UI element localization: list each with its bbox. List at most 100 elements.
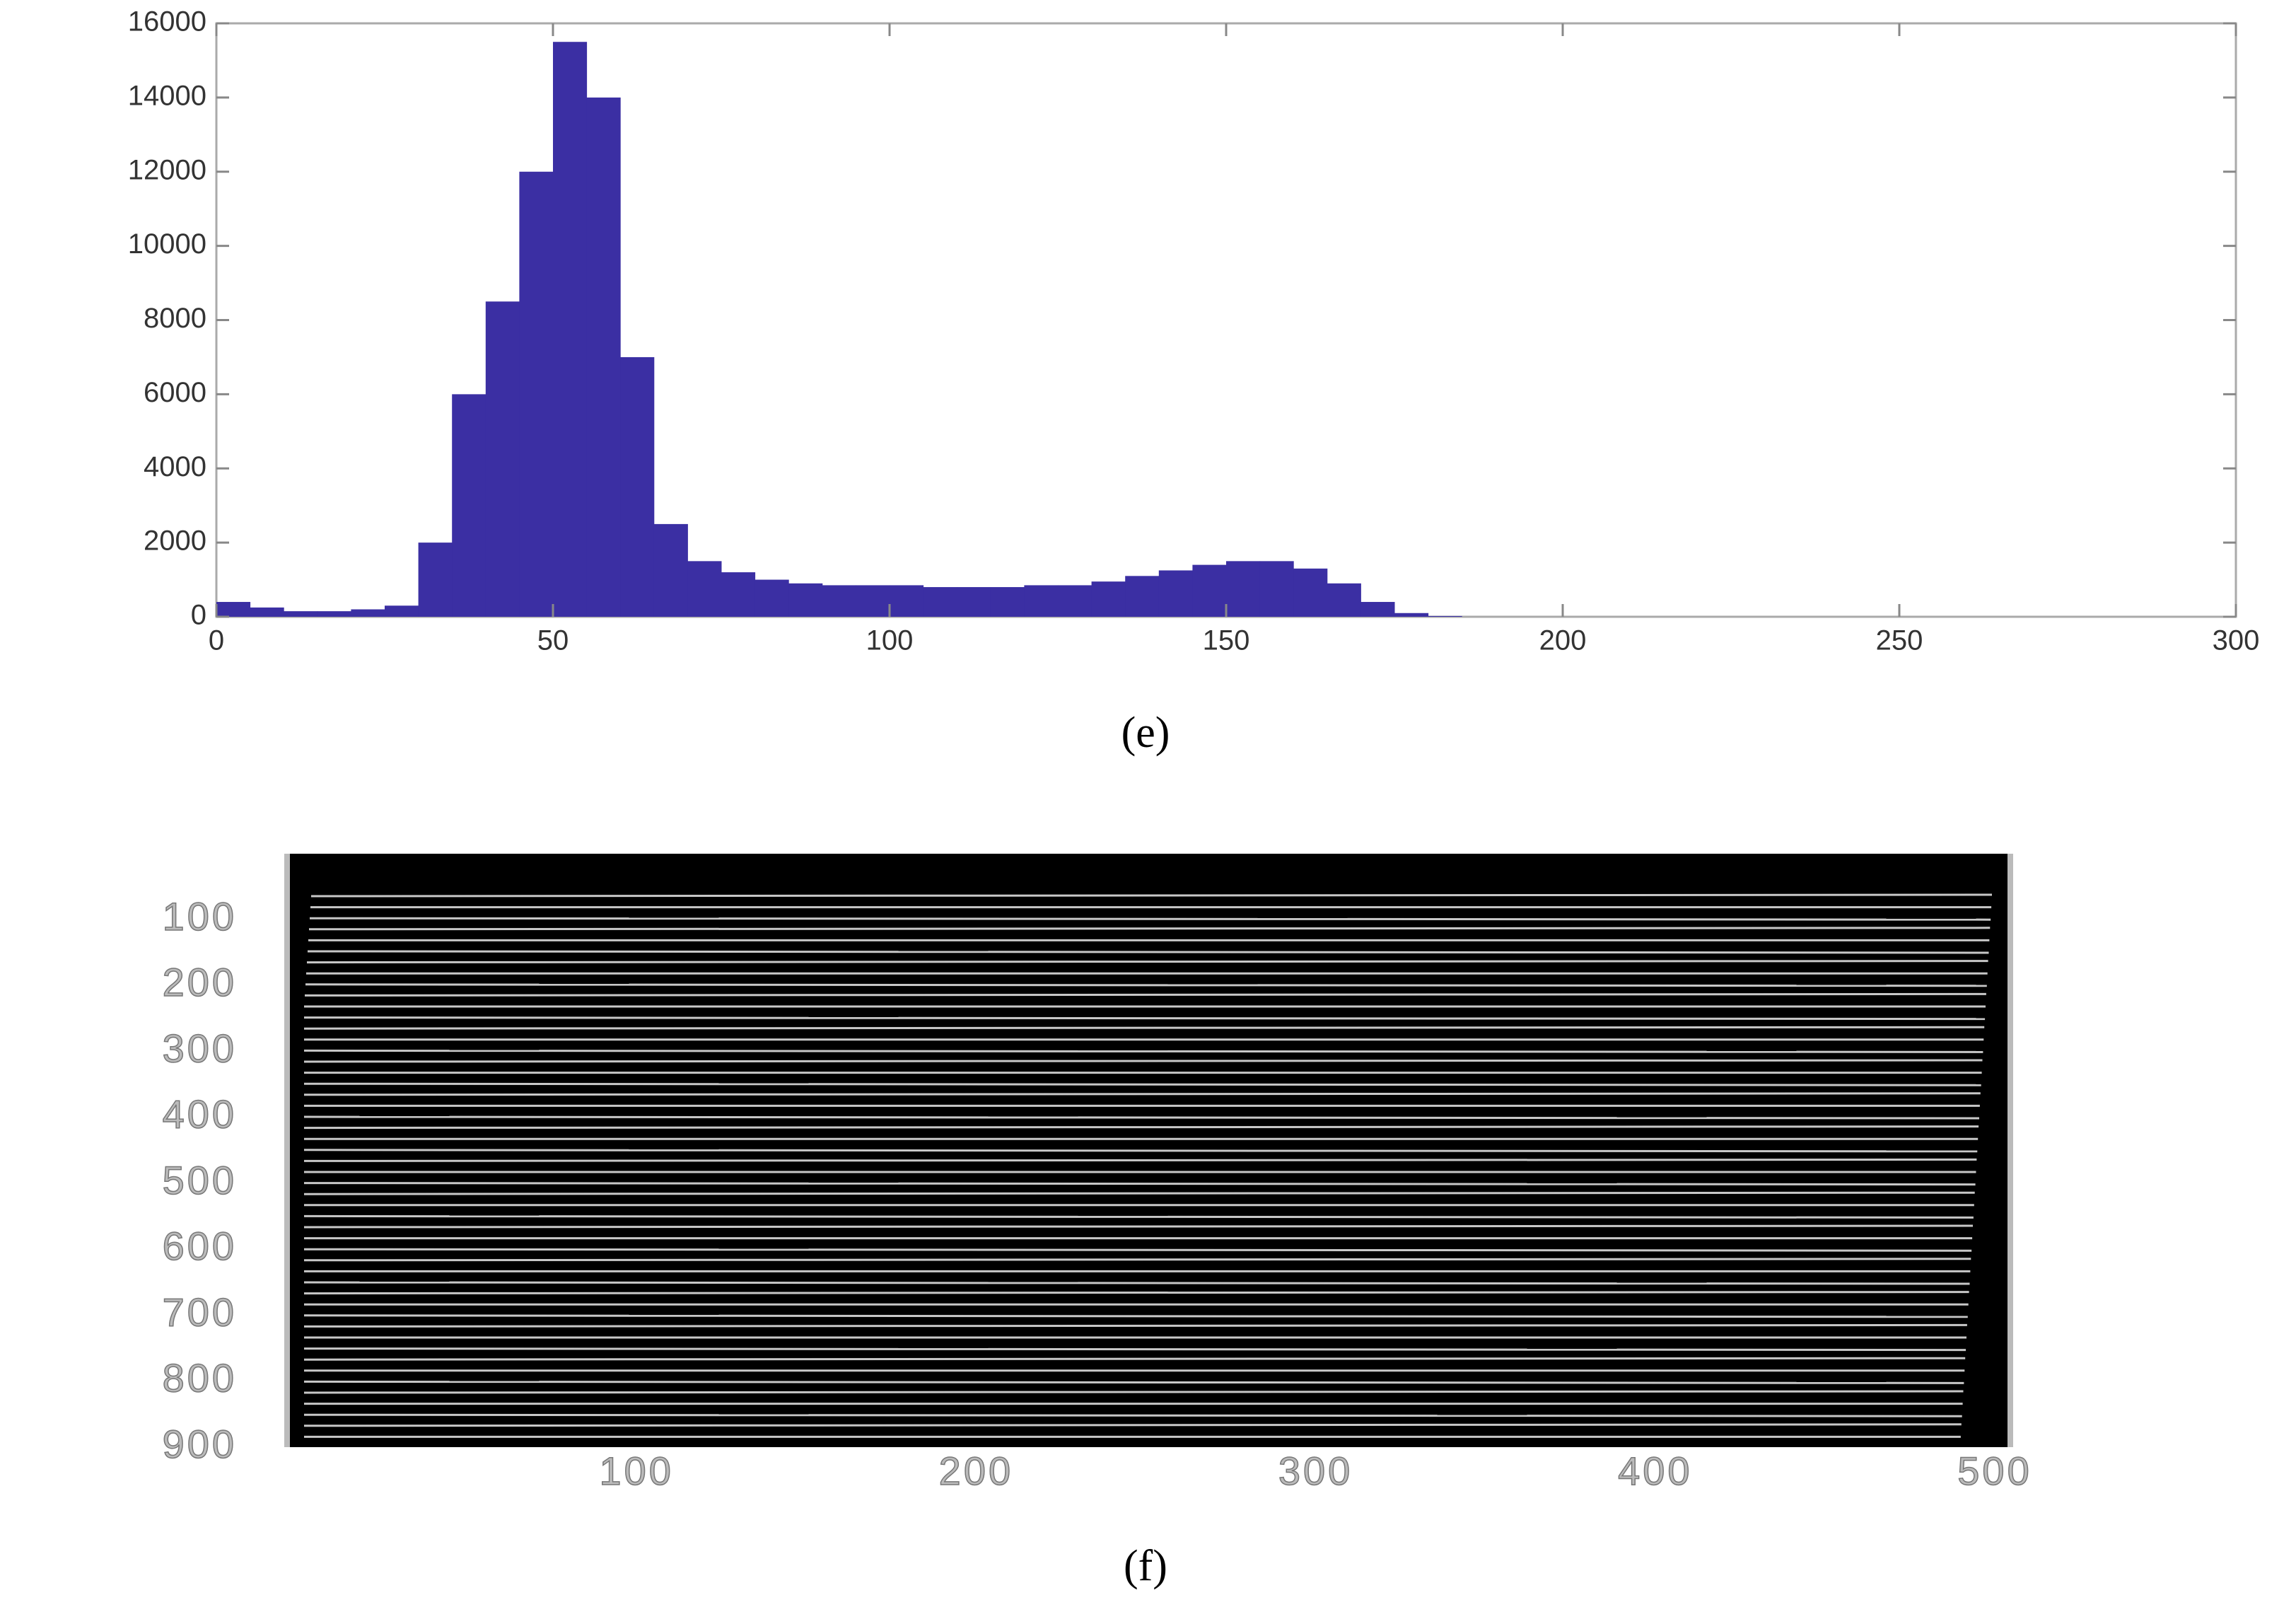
stripe bbox=[303, 1423, 1962, 1427]
bar bbox=[519, 171, 554, 617]
stripe bbox=[303, 1092, 1981, 1096]
bar bbox=[620, 356, 655, 617]
bar bbox=[216, 602, 251, 617]
bar bbox=[957, 587, 991, 617]
stripe bbox=[310, 893, 1993, 898]
y-tick-label: 4000 bbox=[144, 451, 206, 482]
y-tick-label: 800 bbox=[163, 1356, 237, 1400]
stripe bbox=[309, 917, 1991, 921]
bar bbox=[452, 394, 486, 617]
bar bbox=[1024, 585, 1059, 617]
bar bbox=[1327, 583, 1361, 617]
stripe bbox=[305, 983, 1987, 987]
y-tick-label: 2000 bbox=[144, 526, 206, 557]
bar bbox=[822, 585, 856, 617]
bar bbox=[317, 611, 351, 617]
stripe bbox=[304, 992, 1986, 997]
bar bbox=[250, 607, 284, 617]
x-tick-label: 100 bbox=[599, 1449, 673, 1493]
x-tick-label: 500 bbox=[1957, 1449, 2032, 1493]
bar bbox=[754, 579, 789, 617]
stripe bbox=[303, 1158, 1977, 1162]
stripe bbox=[303, 1390, 1964, 1394]
stripe bbox=[303, 1026, 1985, 1030]
bar bbox=[284, 611, 318, 617]
stripe bbox=[303, 1314, 1968, 1318]
bar bbox=[385, 605, 419, 617]
bar bbox=[890, 585, 924, 617]
stripe bbox=[303, 1191, 1975, 1195]
stripe bbox=[303, 1149, 1978, 1153]
stripe bbox=[308, 927, 1991, 931]
x-tick-label: 200 bbox=[1539, 625, 1587, 656]
bar bbox=[856, 585, 890, 617]
bar bbox=[1259, 561, 1294, 617]
stripe bbox=[303, 1281, 1970, 1285]
stripe bbox=[303, 1016, 1986, 1021]
y-tick-label: 300 bbox=[163, 1026, 237, 1070]
bar bbox=[351, 609, 385, 617]
x-tick-label: 100 bbox=[866, 625, 914, 656]
bar bbox=[1394, 613, 1429, 617]
stripe bbox=[303, 1125, 1979, 1130]
bar bbox=[485, 301, 520, 617]
y-tick-label: 12000 bbox=[128, 154, 206, 185]
x-tick-label: 250 bbox=[1876, 625, 1923, 656]
bar bbox=[1226, 561, 1261, 617]
y-tick-label: 10000 bbox=[128, 228, 206, 260]
stripe bbox=[303, 1182, 1976, 1186]
x-tick-label: 150 bbox=[1203, 625, 1250, 656]
y-tick-label: 6000 bbox=[144, 377, 206, 408]
bar bbox=[687, 561, 722, 617]
stripe bbox=[303, 1214, 1974, 1219]
y-tick-label: 200 bbox=[163, 960, 237, 1004]
stripe bbox=[303, 1413, 1962, 1417]
bar bbox=[1293, 568, 1328, 617]
y-tick-label: 14000 bbox=[128, 80, 206, 111]
stripe bbox=[303, 1059, 1983, 1063]
bar bbox=[1428, 615, 1462, 617]
stripe bbox=[303, 1380, 1964, 1384]
y-tick-label: 500 bbox=[163, 1158, 237, 1202]
bar bbox=[653, 523, 688, 617]
stripe bbox=[303, 1258, 1971, 1262]
bar bbox=[1125, 576, 1160, 617]
y-tick-label: 700 bbox=[163, 1289, 237, 1334]
x-tick-label: 50 bbox=[537, 625, 569, 656]
x-tick-label: 200 bbox=[939, 1449, 1013, 1493]
x-tick-label: 400 bbox=[1618, 1449, 1692, 1493]
x-tick-label: 300 bbox=[2213, 625, 2260, 656]
bar bbox=[1058, 585, 1092, 617]
y-tick-label: 900 bbox=[163, 1422, 237, 1466]
y-tick-label: 16000 bbox=[128, 6, 206, 37]
bar bbox=[1192, 564, 1227, 617]
bar bbox=[1158, 570, 1193, 617]
stripe bbox=[303, 1082, 1981, 1086]
stripe bbox=[303, 1291, 1969, 1295]
bar bbox=[721, 572, 756, 617]
caption: (e) bbox=[1121, 709, 1170, 757]
x-tick-label: 0 bbox=[209, 625, 224, 656]
stripe bbox=[303, 1347, 1966, 1352]
bar bbox=[990, 587, 1025, 617]
bar bbox=[1360, 602, 1395, 617]
caption: (f) bbox=[1124, 1542, 1167, 1590]
stripe bbox=[306, 960, 1988, 964]
bar bbox=[1091, 581, 1126, 617]
bar bbox=[586, 97, 621, 617]
stripe bbox=[303, 1357, 1966, 1361]
bar bbox=[418, 543, 453, 617]
y-tick-label: 8000 bbox=[144, 303, 206, 334]
stripe bbox=[303, 1323, 1967, 1328]
stripe bbox=[307, 950, 1989, 954]
y-tick-label: 0 bbox=[191, 600, 206, 631]
stripe bbox=[303, 1049, 1983, 1053]
x-tick-label: 300 bbox=[1278, 1449, 1353, 1493]
stripe bbox=[303, 1115, 1980, 1120]
y-tick-label: 600 bbox=[163, 1224, 237, 1268]
bar bbox=[788, 583, 823, 617]
bar bbox=[553, 42, 588, 617]
y-tick-label: 400 bbox=[163, 1092, 237, 1137]
stripe bbox=[303, 1224, 1974, 1229]
